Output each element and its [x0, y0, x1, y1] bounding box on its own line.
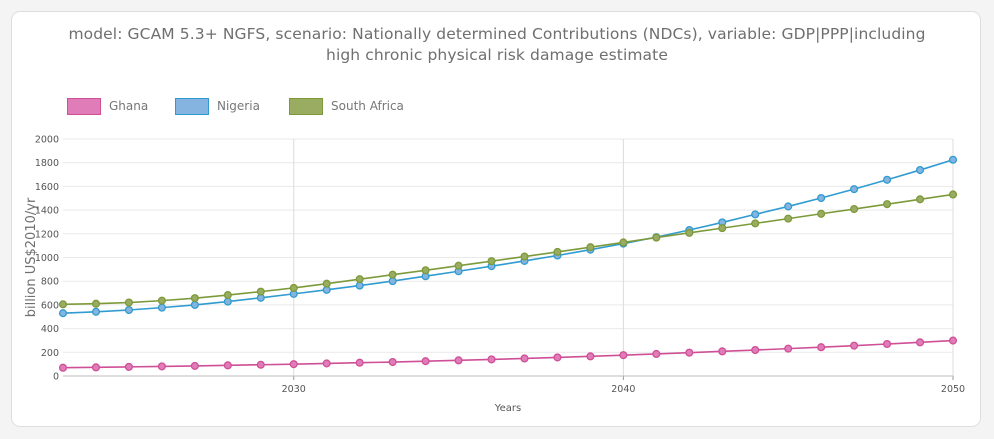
legend-swatch-nigeria: [175, 98, 209, 115]
chart-title: model: GCAM 5.3+ NGFS, scenario: Nationa…: [0, 24, 994, 66]
data-point-south-africa: [421, 266, 430, 275]
data-point-south-africa: [948, 190, 958, 199]
x-axis-title: Years: [494, 403, 521, 414]
series-line-ghana: [62, 339, 954, 369]
data-point-ghana: [487, 355, 496, 364]
y-axis-title: billion US$2010/yr: [24, 197, 39, 317]
y-tick-label: 800: [41, 277, 59, 288]
data-point-nigeria: [784, 202, 793, 211]
x-tick-label: 2050: [941, 384, 965, 395]
data-point-south-africa: [355, 275, 364, 284]
data-point-south-africa: [322, 279, 331, 288]
data-point-ghana: [91, 363, 101, 372]
y-tick-label: 600: [41, 300, 59, 311]
data-point-south-africa: [388, 270, 397, 279]
data-point-ghana: [751, 345, 760, 355]
legend-label-south-africa: South Africa: [331, 99, 404, 113]
data-point-south-africa: [850, 204, 859, 214]
data-point-south-africa: [718, 224, 727, 233]
data-point-ghana: [256, 360, 265, 369]
data-point-ghana: [817, 343, 826, 352]
data-point-south-africa: [652, 233, 661, 242]
data-point-south-africa: [91, 299, 101, 308]
data-point-ghana: [520, 354, 529, 363]
data-point-south-africa: [223, 291, 232, 300]
data-point-nigeria: [91, 307, 101, 316]
data-point-south-africa: [520, 252, 529, 261]
data-point-ghana: [322, 359, 331, 368]
y-tick-label: 200: [41, 348, 59, 359]
data-point-south-africa: [586, 243, 595, 252]
data-point-nigeria: [817, 193, 826, 203]
y-tick-label: 1000: [35, 253, 59, 264]
data-point-ghana: [850, 341, 859, 350]
data-point-ghana: [454, 356, 463, 365]
data-point-ghana: [355, 358, 364, 367]
data-point-south-africa: [157, 296, 166, 305]
data-point-south-africa: [553, 247, 562, 256]
data-point-ghana: [619, 351, 628, 360]
data-point-ghana: [718, 347, 727, 356]
y-tick-label: 0: [53, 372, 59, 383]
data-point-ghana: [289, 360, 298, 369]
data-point-south-africa: [751, 219, 760, 228]
data-point-nigeria: [58, 309, 68, 318]
data-point-south-africa: [124, 298, 133, 307]
data-point-south-africa: [289, 283, 298, 293]
series-line-nigeria: [62, 158, 954, 314]
x-tick-label: 2030: [282, 384, 306, 395]
data-point-ghana: [948, 336, 958, 345]
data-point-ghana: [190, 361, 199, 370]
y-tick-label: 2000: [35, 135, 59, 146]
data-point-ghana: [883, 339, 892, 349]
chart-title-line-2: high chronic physical risk damage estima…: [326, 46, 668, 64]
data-point-south-africa: [784, 214, 793, 223]
data-point-south-africa: [915, 195, 925, 204]
data-point-south-africa: [58, 300, 68, 309]
x-tick-label: 2040: [611, 384, 635, 395]
chart-card: [11, 11, 981, 427]
legend-label-ghana: Ghana: [109, 99, 149, 113]
data-point-south-africa: [883, 200, 892, 209]
y-tick-label: 1400: [35, 206, 59, 217]
data-point-ghana: [223, 361, 232, 370]
data-point-ghana: [124, 362, 133, 371]
data-point-nigeria: [157, 303, 166, 312]
legend-swatch-ghana: [67, 98, 101, 115]
y-tick-label: 1600: [35, 182, 59, 193]
data-point-nigeria: [190, 300, 199, 309]
series-line-south-africa: [62, 193, 954, 306]
data-point-ghana: [553, 353, 562, 362]
data-point-nigeria: [751, 210, 760, 219]
data-point-nigeria: [124, 305, 133, 315]
data-point-south-africa: [619, 238, 628, 247]
data-point-south-africa: [190, 294, 199, 303]
chart-title-line-1: model: GCAM 5.3+ NGFS, scenario: Nationa…: [68, 25, 926, 43]
data-point-south-africa: [487, 257, 496, 266]
data-point-ghana: [915, 338, 925, 347]
y-tick-label: 1200: [35, 229, 59, 240]
data-point-ghana: [388, 357, 397, 367]
data-point-nigeria: [850, 185, 859, 194]
data-point-nigeria: [915, 165, 925, 175]
legend-label-nigeria: Nigeria: [217, 99, 260, 113]
legend-swatch-south-africa: [289, 98, 323, 115]
data-point-ghana: [421, 357, 430, 366]
data-point-ghana: [784, 344, 793, 353]
y-tick-label: 1800: [35, 158, 59, 169]
data-point-nigeria: [883, 175, 892, 184]
data-point-ghana: [58, 363, 68, 372]
y-tick-label: 400: [41, 324, 59, 335]
data-point-ghana: [157, 362, 166, 371]
data-point-south-africa: [454, 261, 463, 270]
data-point-south-africa: [817, 209, 826, 218]
data-point-ghana: [685, 348, 694, 357]
data-point-south-africa: [256, 287, 265, 296]
data-point-ghana: [652, 349, 661, 359]
data-point-nigeria: [948, 155, 958, 164]
data-point-ghana: [586, 352, 595, 361]
data-point-nigeria: [223, 297, 232, 306]
data-point-south-africa: [685, 228, 694, 237]
